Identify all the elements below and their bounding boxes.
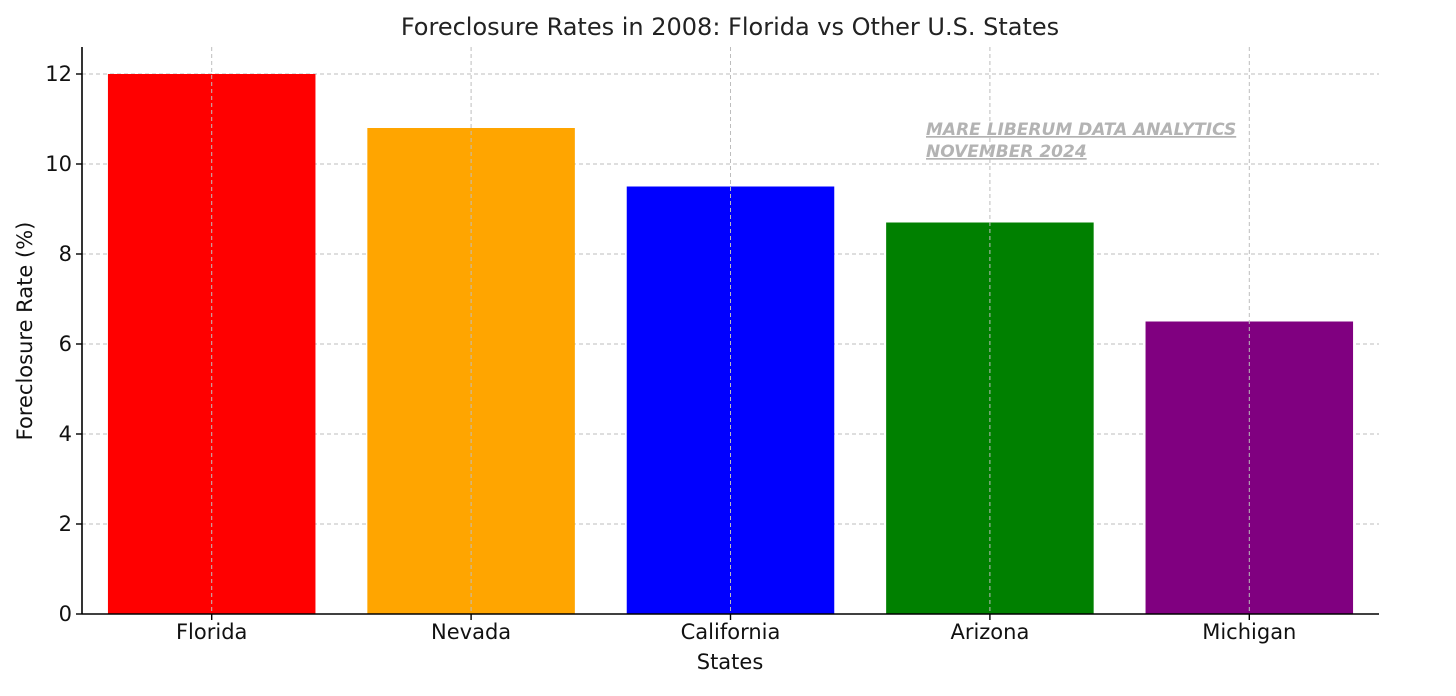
y-tick-label: 6 (59, 332, 72, 356)
y-tick-label: 2 (59, 512, 72, 536)
x-tick-label: Nevada (431, 620, 511, 644)
x-axis-label: States (697, 650, 764, 674)
y-tick-label: 12 (45, 62, 72, 86)
watermark-line-1: MARE LIBERUM DATA ANALYTICS (926, 120, 1236, 140)
watermark: MARE LIBERUM DATA ANALYTICS NOVEMBER 202… (926, 120, 1236, 162)
x-tick-label: California (681, 620, 781, 644)
y-axis-label: Foreclosure Rate (%) (13, 222, 37, 441)
watermark-line-2: NOVEMBER 2024 (926, 142, 1087, 162)
x-tick-label: Michigan (1202, 620, 1296, 644)
x-tick-label: Arizona (950, 620, 1029, 644)
y-tick-label: 0 (59, 602, 72, 626)
y-tick-label: 8 (59, 242, 72, 266)
y-tick-label: 10 (45, 152, 72, 176)
chart-title: Foreclosure Rates in 2008: Florida vs Ot… (401, 13, 1059, 41)
y-axis-ticks: 0 2 4 6 8 10 12 (45, 62, 82, 626)
x-tick-label: Florida (176, 620, 247, 644)
vertical-grid-lines (211, 47, 1250, 614)
y-tick-label: 4 (59, 422, 72, 446)
x-axis-ticks: Florida Nevada California Arizona Michigan (176, 614, 1296, 644)
